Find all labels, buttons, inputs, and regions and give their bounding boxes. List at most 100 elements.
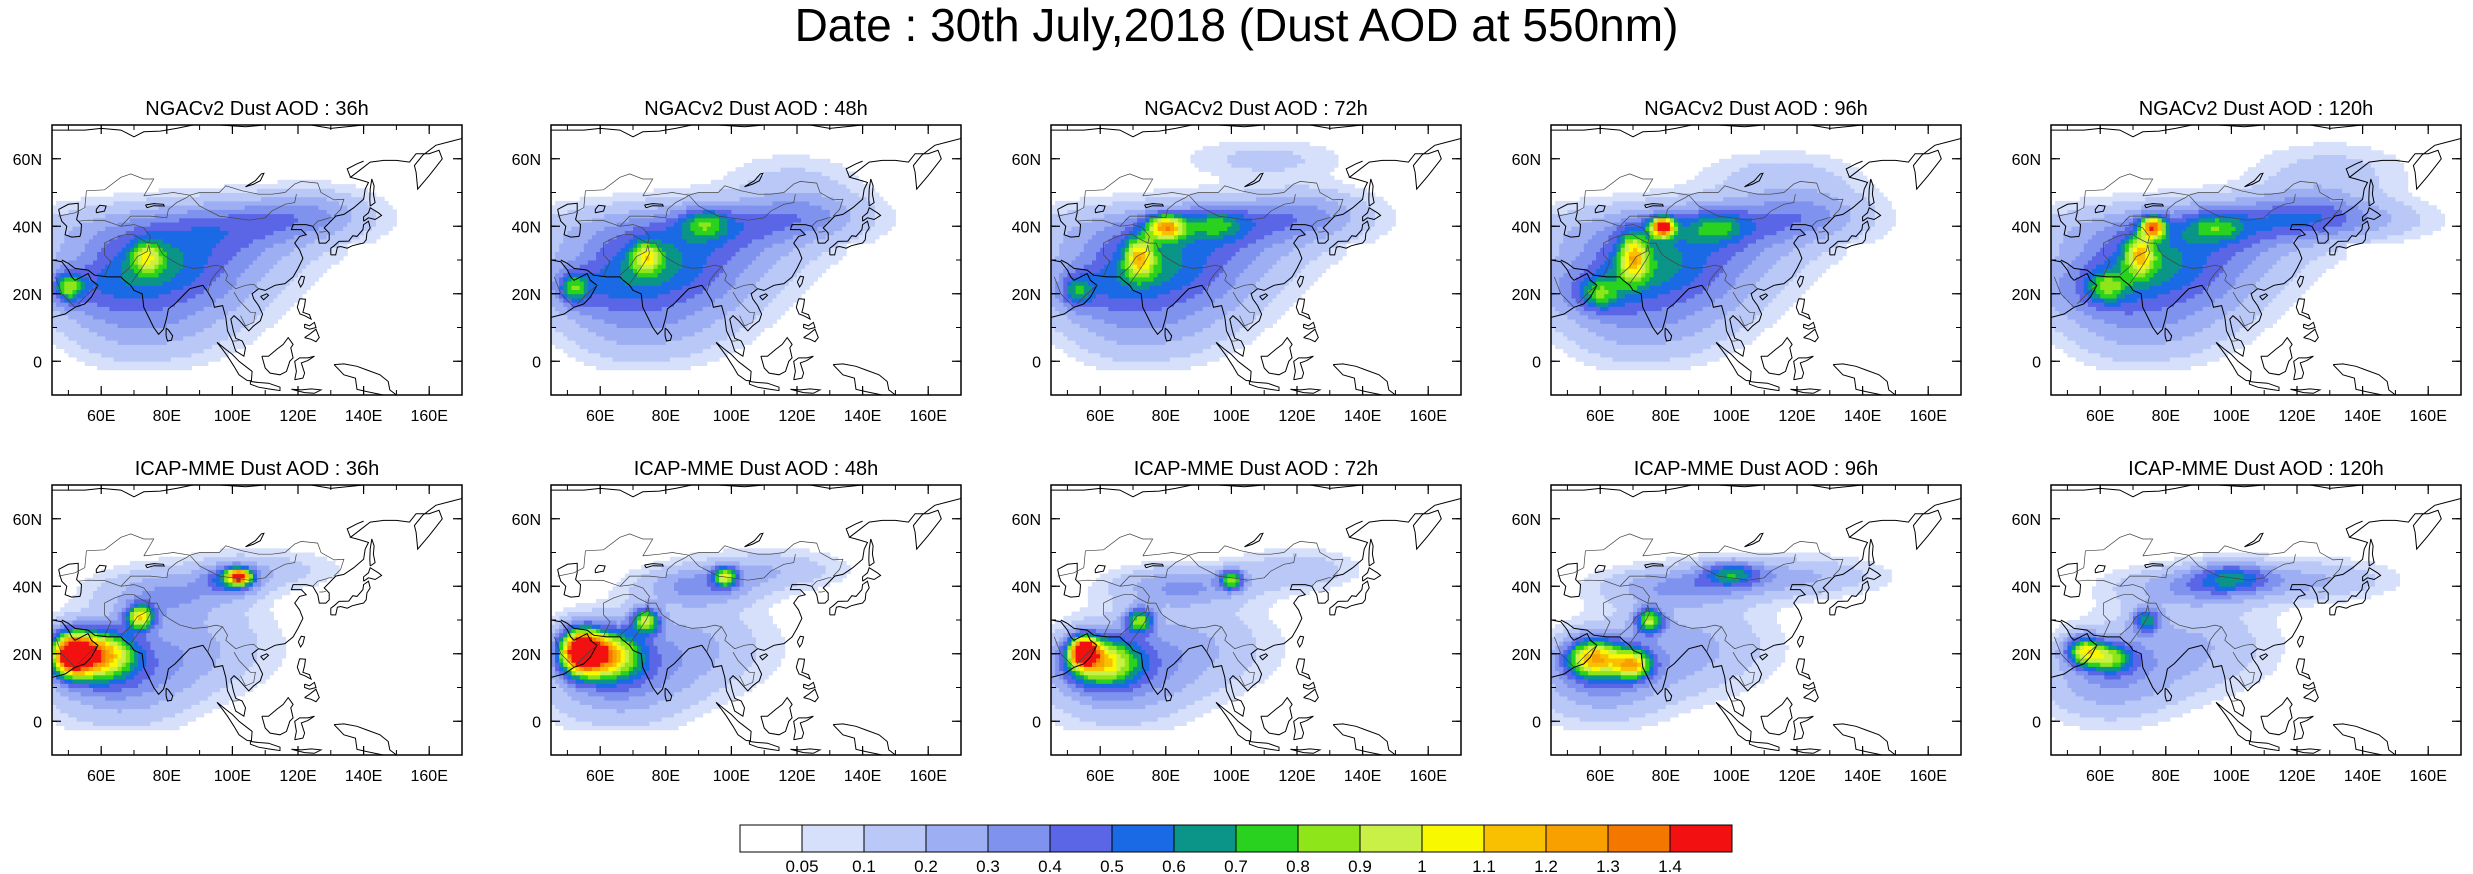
country-borders <box>1553 533 1844 702</box>
colorbar-swatch <box>1607 824 1671 853</box>
lon-tick-label: 160E <box>411 408 448 425</box>
coastlines <box>551 125 961 395</box>
colorbar-label: 0.3 <box>976 857 1000 874</box>
lon-tick-label: 60E <box>1086 768 1114 785</box>
dust-aod-field <box>1551 150 1896 371</box>
lon-tick-label: 120E <box>778 768 815 785</box>
lon-tick-label: 60E <box>87 768 115 785</box>
lat-tick-label: 60N <box>1512 512 1541 529</box>
dust-aod-field <box>1051 141 1396 371</box>
lon-tick-label: 140E <box>345 768 382 785</box>
lon-tick-label: 140E <box>2344 768 2381 785</box>
lat-tick-label: 20N <box>1012 287 1041 304</box>
colorbar-label: 1.2 <box>1534 857 1558 874</box>
country-borders <box>54 533 345 702</box>
colorbar-label: 0.5 <box>1100 857 1124 874</box>
lon-tick-label: 80E <box>2152 768 2180 785</box>
lat-tick-label: 40N <box>1012 219 1041 236</box>
lat-tick-label: 40N <box>13 219 42 236</box>
lon-tick-label: 80E <box>153 768 181 785</box>
lat-tick-label: 20N <box>1012 647 1041 664</box>
lon-tick-label: 160E <box>1910 768 1947 785</box>
lon-tick-label: 100E <box>1713 408 1750 425</box>
lon-tick-label: 140E <box>1844 768 1881 785</box>
map-panel-ngacv2-72h: NGACv2 Dust AOD : 72h 0 20N 40N 60N 60E 80E 100… <box>1012 98 1462 425</box>
lat-tick-label: 60N <box>2012 152 2041 169</box>
colorbar-label: 0.6 <box>1162 857 1186 874</box>
colorbar-swatch <box>1483 824 1547 853</box>
colorbar-label: 1 <box>1417 857 1426 874</box>
lon-tick-label: 140E <box>1344 408 1381 425</box>
lon-tick-label: 100E <box>1213 768 1250 785</box>
coastlines <box>551 485 961 755</box>
lat-tick-label: 60N <box>13 512 42 529</box>
lon-tick-label: 100E <box>2213 408 2250 425</box>
colorbar-swatch <box>1111 824 1175 853</box>
lon-tick-label: 60E <box>2086 408 2114 425</box>
coastlines <box>1051 125 1461 395</box>
coastlines <box>1051 485 1461 755</box>
lat-tick-label: 0 <box>1032 354 1041 371</box>
lon-tick-label: 140E <box>844 408 881 425</box>
dust-aod-field <box>1051 548 1359 731</box>
colorbar-swatch <box>1669 824 1733 853</box>
lat-tick-label: 0 <box>532 714 541 731</box>
lon-tick-label: 80E <box>652 768 680 785</box>
country-borders <box>1553 173 1844 342</box>
colorbar-label: 0.1 <box>852 857 876 874</box>
lon-tick-label: 60E <box>586 768 614 785</box>
lat-tick-label: 0 <box>33 714 42 731</box>
panel-title: ICAP-MME Dust AOD : 48h <box>634 458 879 480</box>
map-panel-ngacv2-120h: NGACv2 Dust AOD : 120h 0 20N 40N 60N 60E 80E 10… <box>2012 98 2462 425</box>
lon-tick-label: 80E <box>2152 408 2180 425</box>
lon-tick-label: 80E <box>652 408 680 425</box>
map-panel-icap-mme-48h: ICAP-MME Dust AOD : 48h 0 20N 40N 60N 60E 80E 1… <box>512 458 962 785</box>
colorbar-label: 0.8 <box>1286 857 1310 874</box>
lon-tick-label: 120E <box>1278 408 1315 425</box>
lat-tick-label: 60N <box>1012 512 1041 529</box>
map-panel-ngacv2-36h: NGACv2 Dust AOD : 36h 0 20N 40N 60N 60E 80E 100… <box>13 98 463 425</box>
lon-tick-label: 160E <box>910 408 947 425</box>
dust-aod-field <box>52 179 397 371</box>
panel-title: ICAP-MME Dust AOD : 96h <box>1634 458 1879 480</box>
map-panel-ngacv2-48h: NGACv2 Dust AOD : 48h 0 20N 40N 60N 60E 80E 100… <box>512 98 962 425</box>
panel-title: ICAP-MME Dust AOD : 36h <box>135 458 380 480</box>
lon-tick-label: 120E <box>279 768 316 785</box>
lon-tick-label: 80E <box>1652 408 1680 425</box>
lon-tick-label: 100E <box>214 768 251 785</box>
map-panel-icap-mme-72h: ICAP-MME Dust AOD : 72h 0 20N 40N 60N 60E 80E 1… <box>1012 458 1462 785</box>
colorbar-swatch <box>1297 824 1361 853</box>
panel-title: ICAP-MME Dust AOD : 120h <box>2128 458 2384 480</box>
colorbar-label: 1.1 <box>1472 857 1496 874</box>
colorbar-label: 0.2 <box>914 857 938 874</box>
lat-tick-label: 40N <box>512 219 541 236</box>
lon-tick-label: 120E <box>778 408 815 425</box>
lat-tick-label: 20N <box>1512 287 1541 304</box>
lat-tick-label: 0 <box>1032 714 1041 731</box>
lat-tick-label: 20N <box>13 287 42 304</box>
lon-tick-label: 80E <box>1152 408 1180 425</box>
lon-tick-label: 160E <box>1410 768 1447 785</box>
panel-title: NGACv2 Dust AOD : 48h <box>644 98 867 120</box>
lat-tick-label: 40N <box>13 579 42 596</box>
coastlines <box>2051 485 2461 755</box>
colorbar-swatch <box>987 824 1051 853</box>
lat-tick-label: 0 <box>33 354 42 371</box>
lon-tick-label: 60E <box>2086 768 2114 785</box>
lon-tick-label: 160E <box>2410 408 2447 425</box>
dust-aod-field <box>2051 141 2446 371</box>
country-borders <box>1053 533 1344 702</box>
coastlines <box>52 125 462 395</box>
colorbar-label: 1.4 <box>1658 857 1682 874</box>
lon-tick-label: 100E <box>1713 768 1750 785</box>
lat-tick-label: 20N <box>2012 287 2041 304</box>
dust-aod-field <box>52 548 340 731</box>
country-borders <box>2053 533 2344 702</box>
dust-aod-field <box>2051 552 2400 731</box>
lon-tick-label: 140E <box>345 408 382 425</box>
lat-tick-label: 20N <box>512 287 541 304</box>
lat-tick-label: 60N <box>1012 152 1041 169</box>
lon-tick-label: 120E <box>279 408 316 425</box>
lon-tick-label: 140E <box>1344 768 1381 785</box>
